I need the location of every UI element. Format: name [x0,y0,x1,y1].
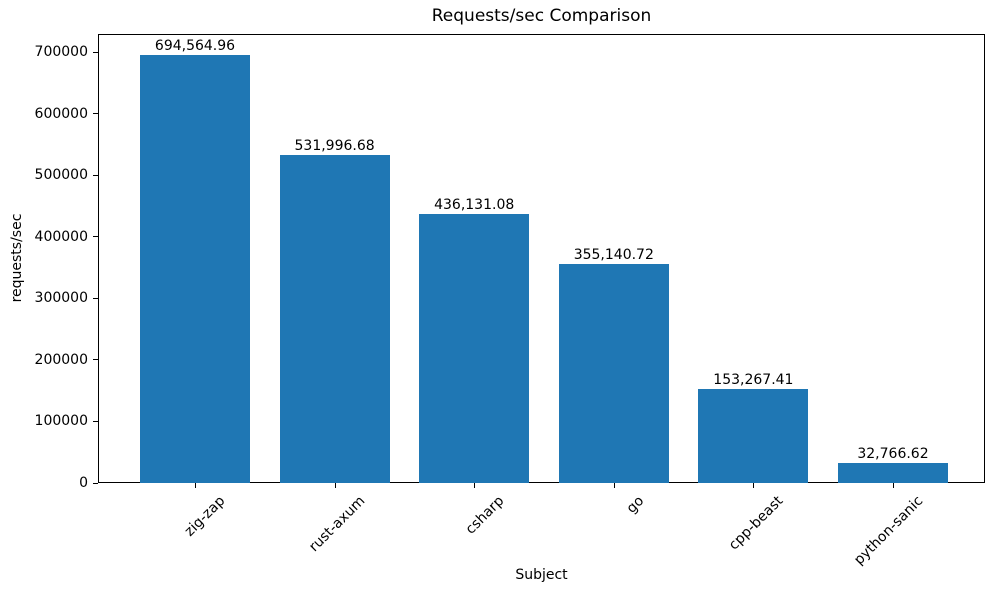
bar-rust-axum [279,155,390,483]
y-tick-label: 700000 [34,44,88,61]
bar-value-label: 694,564.96 [154,38,236,55]
x-axis-tick [613,483,615,488]
bar-value-label: 32,766.62 [857,445,929,462]
y-axis-label: requests/sec [9,213,25,303]
x-axis-tick [474,483,476,488]
bar-value-label: 153,267.41 [713,371,794,388]
y-axis-tick [93,236,98,238]
bar-zig-zap [140,55,250,483]
x-axis-tick [753,483,755,488]
y-axis-tick [93,482,98,484]
bar-cpp-beast [698,388,809,483]
y-tick-label: 300000 [34,290,88,307]
bar-value-label: 355,140.72 [573,247,654,264]
y-axis-tick [93,297,98,299]
bar-value-label: 531,996.68 [294,138,375,155]
bar-python-sanic [838,462,948,483]
y-tick-label: 400000 [34,228,88,245]
chart-title: Requests/sec Comparison [431,6,652,26]
y-axis-tick [93,113,98,115]
x-axis-tick [334,483,336,488]
bar-value-label: 436,131.08 [434,197,515,214]
y-axis-tick [93,174,98,176]
y-tick-label: 500000 [34,167,88,184]
x-axis-tick [195,483,196,488]
bar-go [558,264,669,483]
bar-csharp [419,214,530,483]
y-tick-label: 600000 [34,105,88,122]
y-tick-label: 200000 [34,351,88,368]
y-tick-label: 100000 [34,413,88,430]
x-axis-tick [893,483,894,488]
y-axis-tick [93,51,98,53]
x-axis-label: Subject [515,567,568,583]
y-axis-tick [93,359,98,361]
y-axis-tick [93,420,98,422]
y-tick-label: 0 [79,475,88,491]
